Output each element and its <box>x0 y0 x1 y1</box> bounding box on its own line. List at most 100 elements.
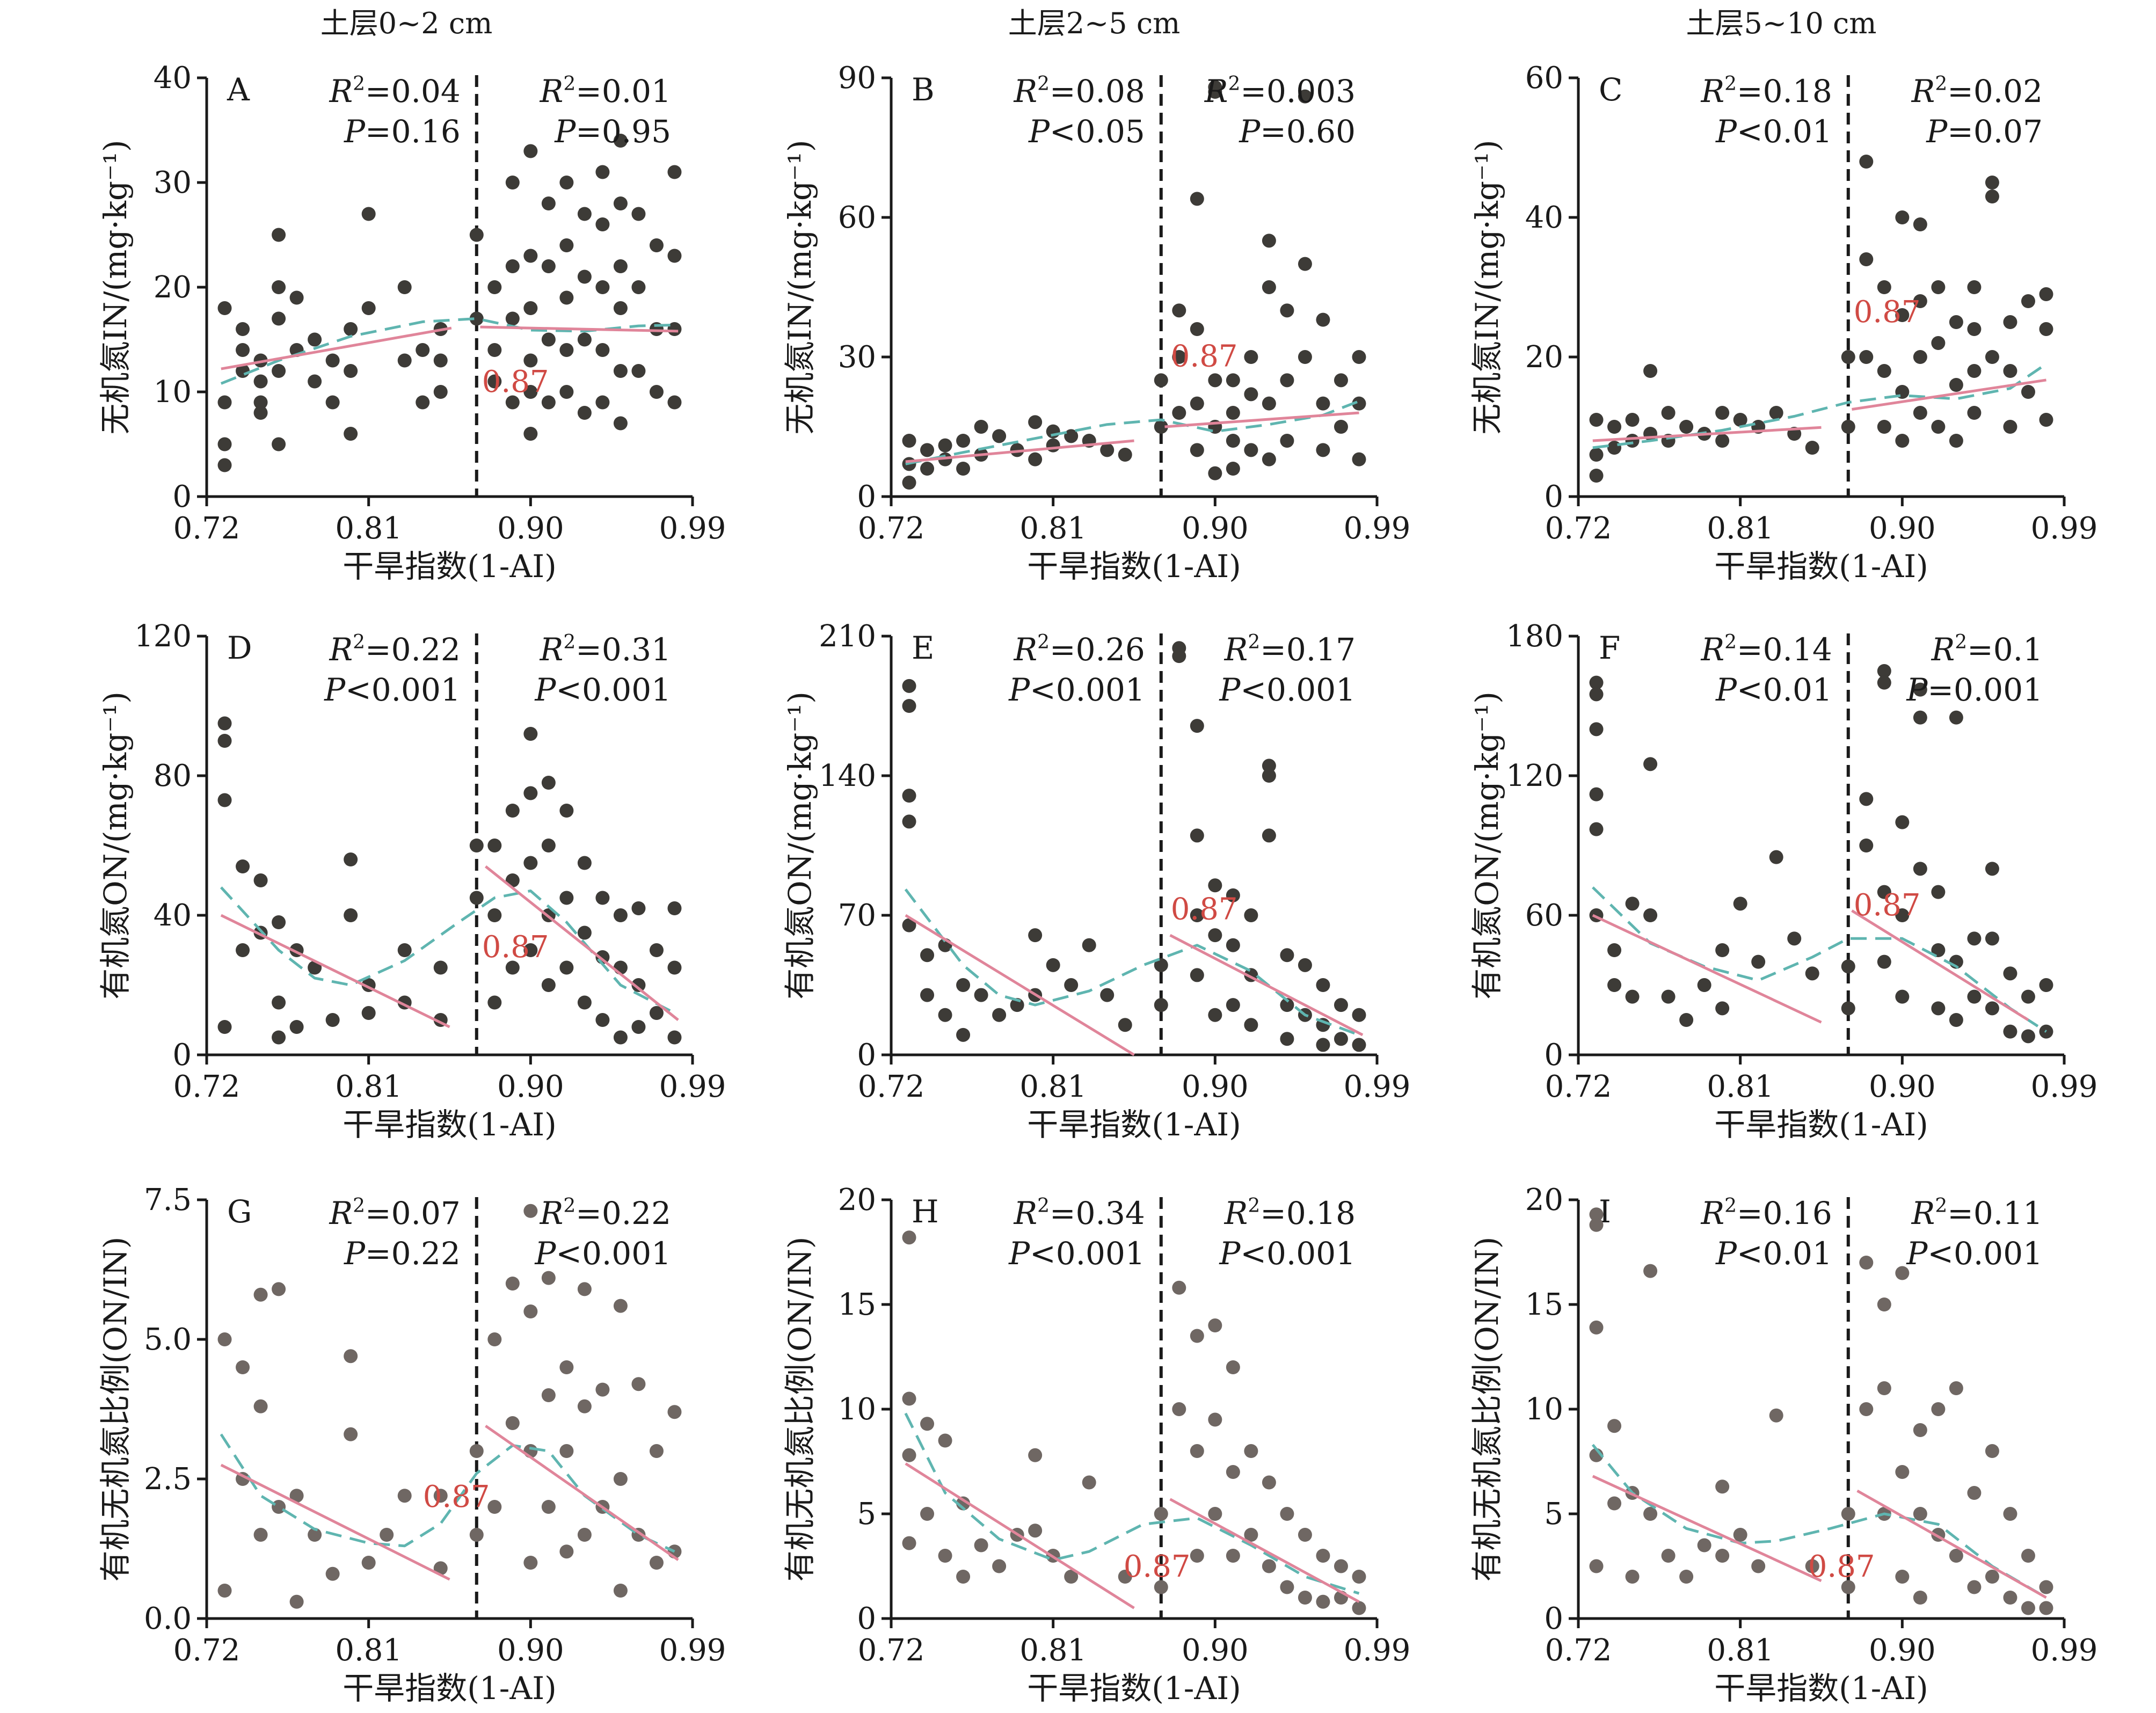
x-tick-label: 0.81 <box>1019 1633 1087 1668</box>
linear-fit-right <box>1851 909 2029 1022</box>
data-point <box>1280 434 1294 448</box>
data-point <box>1805 1559 1819 1573</box>
x-tick-label: 0.90 <box>1182 1633 1249 1668</box>
data-point <box>1028 415 1043 429</box>
y-axis-title: 无机氮IN/(mg·kg⁻¹) <box>782 140 818 434</box>
x-tick-label: 0.99 <box>659 511 726 546</box>
x-tick-label: 0.72 <box>858 511 925 546</box>
data-point <box>613 301 628 315</box>
data-point <box>1244 1018 1258 1032</box>
data-point <box>1985 931 1999 946</box>
x-axis-title: 干旱指数(1-AI) <box>1714 548 1928 585</box>
data-point <box>416 343 430 357</box>
data-point <box>361 207 376 221</box>
gam-fit-curve <box>904 888 1360 1037</box>
data-point <box>974 988 988 1002</box>
data-point <box>325 1013 340 1027</box>
data-point <box>253 1287 268 1302</box>
data-point <box>1316 978 1330 992</box>
data-point <box>1190 322 1204 336</box>
y-axis-title: 无机氮IN/(mg·kg⁻¹) <box>1469 140 1505 434</box>
data-point <box>956 434 971 448</box>
data-point <box>992 429 1007 443</box>
left-p: P<0.001 <box>1008 1235 1145 1272</box>
data-point <box>1280 1580 1294 1594</box>
data-point <box>1985 189 1999 203</box>
data-point <box>1298 89 1312 104</box>
linear-fit-right <box>485 1425 679 1561</box>
data-point <box>613 364 628 378</box>
scatter-points <box>217 716 682 1045</box>
data-point <box>2039 287 2053 301</box>
data-point <box>397 1489 412 1503</box>
data-point <box>487 1332 502 1346</box>
data-point <box>938 1008 952 1022</box>
data-point <box>1769 850 1783 864</box>
data-point <box>1733 413 1747 427</box>
panel-letter: F <box>1599 630 1620 666</box>
data-point <box>1028 1524 1043 1538</box>
data-point <box>577 856 592 870</box>
x-tick-label: 0.99 <box>1344 1633 1411 1668</box>
x-tick-label: 0.99 <box>1344 1069 1411 1104</box>
data-point <box>505 1277 520 1291</box>
data-point <box>1895 1266 1910 1280</box>
data-point <box>1607 441 1622 455</box>
data-point <box>1949 1381 1963 1395</box>
data-point <box>2039 1580 2053 1594</box>
data-point <box>1841 350 1855 364</box>
data-point <box>2021 989 2035 1004</box>
data-point <box>1334 1032 1348 1046</box>
panel-letter: E <box>912 630 934 666</box>
data-point <box>1787 931 1802 946</box>
data-point <box>613 416 628 431</box>
data-point <box>1895 989 1910 1004</box>
left-r2: R2=0.14 <box>1700 631 1832 668</box>
data-point <box>1931 280 1946 294</box>
y-tick-label: 80 <box>154 759 192 793</box>
y-tick-label: 0 <box>857 1038 876 1073</box>
y-axis-title: 有机无机氮比例(ON/IN) <box>782 1237 818 1582</box>
data-point <box>1877 885 1891 899</box>
y-tick-label: 0 <box>1544 1038 1563 1073</box>
data-point <box>1985 1001 1999 1016</box>
data-point <box>667 322 682 336</box>
data-point <box>541 1271 556 1285</box>
x-axis-title: 干旱指数(1-AI) <box>343 1670 557 1707</box>
threshold-label: 0.87 <box>1124 1549 1191 1584</box>
data-point <box>541 1388 556 1402</box>
data-point <box>1607 420 1622 434</box>
linear-fit-left <box>905 914 1135 1056</box>
data-point <box>1190 443 1204 457</box>
data-point <box>613 1472 628 1486</box>
data-point <box>1154 420 1168 434</box>
data-point <box>1895 434 1910 448</box>
data-point <box>541 259 556 273</box>
data-point <box>667 960 682 975</box>
data-point <box>1190 192 1204 206</box>
data-point <box>541 1500 556 1514</box>
data-point <box>1208 80 1222 94</box>
y-tick-label: 60 <box>838 200 876 235</box>
data-point <box>1190 968 1204 982</box>
data-point <box>1190 828 1204 843</box>
data-point <box>272 1500 286 1514</box>
data-point <box>1607 943 1622 957</box>
data-point <box>1589 822 1604 836</box>
data-point <box>289 1594 304 1609</box>
data-point <box>649 1444 664 1458</box>
scatter-points <box>1589 664 2053 1044</box>
data-point <box>974 420 988 434</box>
data-point <box>956 978 971 992</box>
data-point <box>523 943 538 957</box>
data-point <box>1967 322 1982 336</box>
threshold-label: 0.87 <box>423 1479 490 1514</box>
x-axis-title: 干旱指数(1-AI) <box>1027 1670 1241 1707</box>
panel-h: 0 5 10 15 20 0.72 0.81 0.90 0.99 干旱指数(1-AI) 有机无机氮比… <box>782 1183 1410 1707</box>
data-point <box>1805 441 1819 455</box>
y-tick-label: 40 <box>1525 200 1563 235</box>
data-point <box>1931 336 1946 350</box>
data-point <box>1985 1570 1999 1584</box>
data-point <box>541 395 556 410</box>
data-point <box>325 1566 340 1581</box>
